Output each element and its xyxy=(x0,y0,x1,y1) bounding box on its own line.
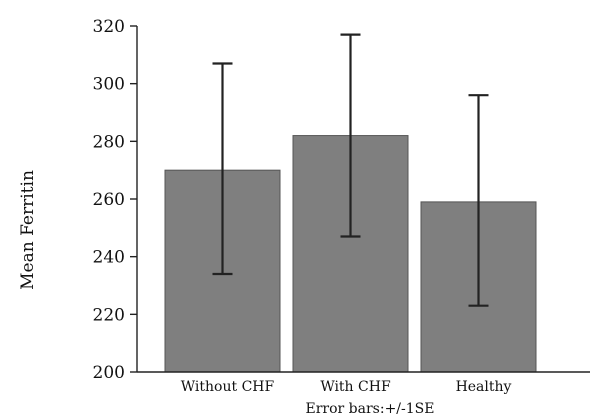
x-labels-layer: Without CHF With CHF Healthy xyxy=(181,379,512,395)
error-bar xyxy=(340,33,361,238)
y-tick-label: 200 xyxy=(93,363,125,383)
error-bars-layer xyxy=(212,33,489,307)
y-tick-label: 260 xyxy=(93,190,125,210)
x-category-label: With CHF xyxy=(320,379,391,395)
error-bar xyxy=(212,62,233,276)
error-bars-note: Error bars:+/-1SE xyxy=(306,401,435,417)
y-tick-label: 320 xyxy=(93,17,125,37)
y-tick-label: 220 xyxy=(93,305,125,325)
y-axis-title: Mean Ferritin xyxy=(18,170,38,290)
y-tick-label: 240 xyxy=(93,248,125,268)
x-category-label: Healthy xyxy=(456,379,512,395)
y-tick-label: 280 xyxy=(93,132,125,152)
error-bar xyxy=(468,94,489,307)
y-tick-label: 300 xyxy=(93,75,125,95)
y-ticks-layer: 200 220 240 260 280 300 320 xyxy=(93,17,137,383)
x-category-label: Without CHF xyxy=(181,379,275,395)
